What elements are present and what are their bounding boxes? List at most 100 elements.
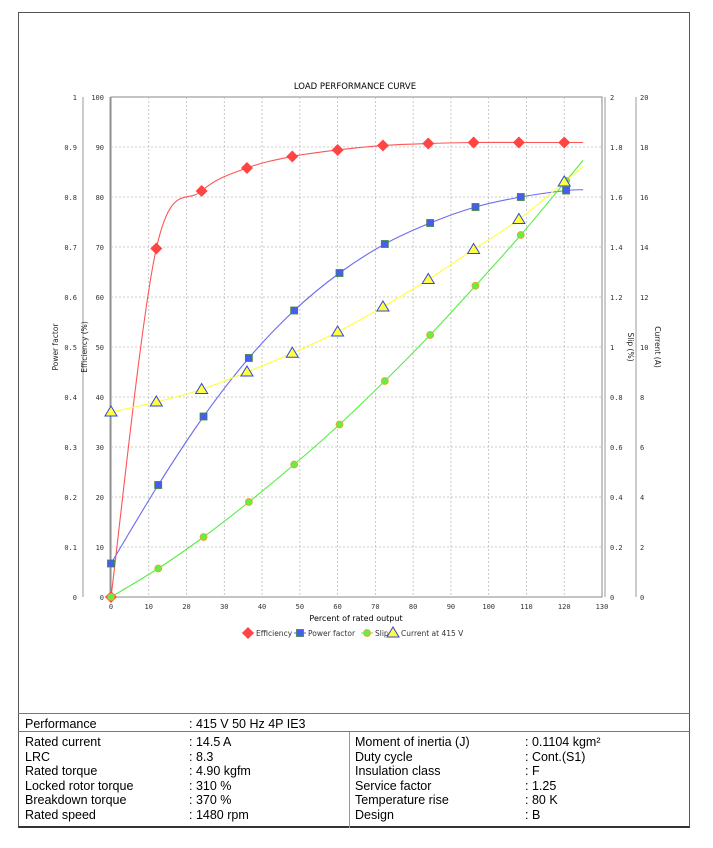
spec-value: : 370 % xyxy=(189,793,232,807)
efficiency-marker xyxy=(558,136,571,149)
performance-value: : 415 V 50 Hz 4P IE3 xyxy=(189,717,306,731)
legend-item: Current at 415 V xyxy=(386,626,464,638)
legend-item: Slip xyxy=(361,629,389,638)
current-marker xyxy=(421,272,436,284)
column-divider xyxy=(349,732,350,828)
eff-tick-label: 60 xyxy=(96,294,104,302)
slip-marker xyxy=(516,231,525,239)
eff-tick-label: 40 xyxy=(96,394,104,402)
slip-tick-label: 1.4 xyxy=(610,244,623,252)
pf-tick-label: 1 xyxy=(73,94,77,102)
spec-value: : 4.90 kgfm xyxy=(189,764,251,778)
slip-marker xyxy=(244,498,253,506)
power-factor-marker xyxy=(154,481,163,489)
x-tick-label: 130 xyxy=(596,603,609,611)
slip-marker xyxy=(154,564,163,573)
pf-tick-label: 0.9 xyxy=(64,144,77,152)
legend-label: Current at 415 V xyxy=(401,629,464,638)
pf-tick-label: 0.1 xyxy=(64,544,77,552)
power-factor-marker xyxy=(562,186,571,195)
cur-tick-label: 16 xyxy=(640,194,648,202)
eff-tick-label: 20 xyxy=(96,494,104,502)
efficiency-marker xyxy=(467,136,480,149)
legend-label: Efficiency xyxy=(256,629,293,638)
slip-marker xyxy=(107,593,115,601)
x-tick-label: 30 xyxy=(220,603,228,611)
current-marker xyxy=(330,325,345,337)
eff-tick-label: 50 xyxy=(96,344,104,352)
cur-tick-label: 18 xyxy=(640,144,648,152)
efficiency-marker xyxy=(195,185,208,197)
current-marker xyxy=(466,242,481,254)
slip-tick-label: 0.2 xyxy=(610,544,623,552)
cur-axis-label: Current (A) xyxy=(653,326,662,368)
current-marker xyxy=(376,300,390,312)
slip-marker xyxy=(380,377,389,385)
power-factor-marker xyxy=(380,240,389,248)
spec-value: : 1480 rpm xyxy=(189,807,249,822)
slip-marker xyxy=(471,281,480,290)
x-tick-label: 100 xyxy=(482,603,495,611)
slip-axis-label: Slip (%) xyxy=(626,332,635,361)
slip-tick-label: 0.6 xyxy=(610,444,623,452)
x-tick-label: 60 xyxy=(333,603,341,611)
cur-tick-label: 20 xyxy=(640,94,648,102)
performance-label: Performance xyxy=(25,717,97,731)
current-marker xyxy=(557,175,572,187)
specs-table: Performance : 415 V 50 Hz 4P IE3 Rated c… xyxy=(18,713,690,828)
axes: 0 10 20 30 40 50 60 70 80 90 100 110 120 13000.10.20.… xyxy=(51,94,662,611)
efficiency-marker xyxy=(331,144,344,156)
legend-item: Efficiency xyxy=(242,627,293,639)
slip-tick-label: 1 xyxy=(610,344,614,352)
power-factor-marker xyxy=(516,193,525,201)
eff-axis-label: Efficiency (%) xyxy=(80,321,89,373)
pf-tick-label: 0.2 xyxy=(64,494,77,502)
spec-value: : 310 % xyxy=(189,778,232,793)
slip-tick-label: 0.4 xyxy=(610,494,623,502)
cur-tick-label: 2 xyxy=(640,544,644,552)
spec-value: : F xyxy=(525,764,540,778)
legend: Efficiency Power factor Slip Current at 415… xyxy=(242,626,464,639)
spec-label: Breakdown torque xyxy=(25,793,127,807)
current-marker xyxy=(285,346,300,358)
efficiency-marker xyxy=(150,242,163,255)
x-tick-label: 80 xyxy=(409,603,417,611)
current-marker xyxy=(386,626,400,638)
slip-marker xyxy=(426,331,435,339)
slip-marker xyxy=(199,533,208,541)
spec-label: Locked rotor torque xyxy=(25,778,134,793)
spec-label: Moment of inertia (J) xyxy=(355,735,470,749)
legend-item: Power factor xyxy=(294,629,356,638)
eff-tick-label: 90 xyxy=(96,144,104,152)
eff-tick-label: 80 xyxy=(96,194,104,202)
cur-tick-label: 6 xyxy=(640,444,644,452)
spec-value: : B xyxy=(525,807,541,822)
spec-label: Insulation class xyxy=(355,764,441,778)
slip-tick-label: 1.6 xyxy=(610,194,623,202)
eff-tick-label: 0 xyxy=(100,594,104,602)
x-tick-label: 0 xyxy=(109,603,113,611)
slip-tick-label: 2 xyxy=(610,94,614,102)
slip-marker xyxy=(290,460,299,469)
spec-value: : 14.5 A xyxy=(189,735,232,749)
grid xyxy=(110,96,603,598)
current-marker xyxy=(512,212,526,224)
x-tick-label: 70 xyxy=(371,603,379,611)
cur-tick-label: 10 xyxy=(640,344,648,352)
slip-tick-label: 0.8 xyxy=(610,394,623,402)
current-marker xyxy=(240,365,254,377)
eff-tick-label: 70 xyxy=(96,244,104,252)
x-tick-label: 90 xyxy=(447,603,455,611)
cur-tick-label: 14 xyxy=(640,244,648,252)
pf-axis-label: Power factor xyxy=(51,323,60,371)
power-factor-marker xyxy=(107,559,115,568)
spec-label: LRC xyxy=(25,749,51,764)
legend-label: Power factor xyxy=(308,629,356,638)
current-marker xyxy=(149,395,164,407)
eff-tick-label: 10 xyxy=(96,544,104,552)
x-tick-label: 120 xyxy=(558,603,571,611)
x-tick-label: 20 xyxy=(182,603,190,611)
spec-label: Rated speed xyxy=(25,807,96,822)
spec-value: : 1.25 xyxy=(525,778,557,793)
x-tick-label: 110 xyxy=(520,603,533,611)
